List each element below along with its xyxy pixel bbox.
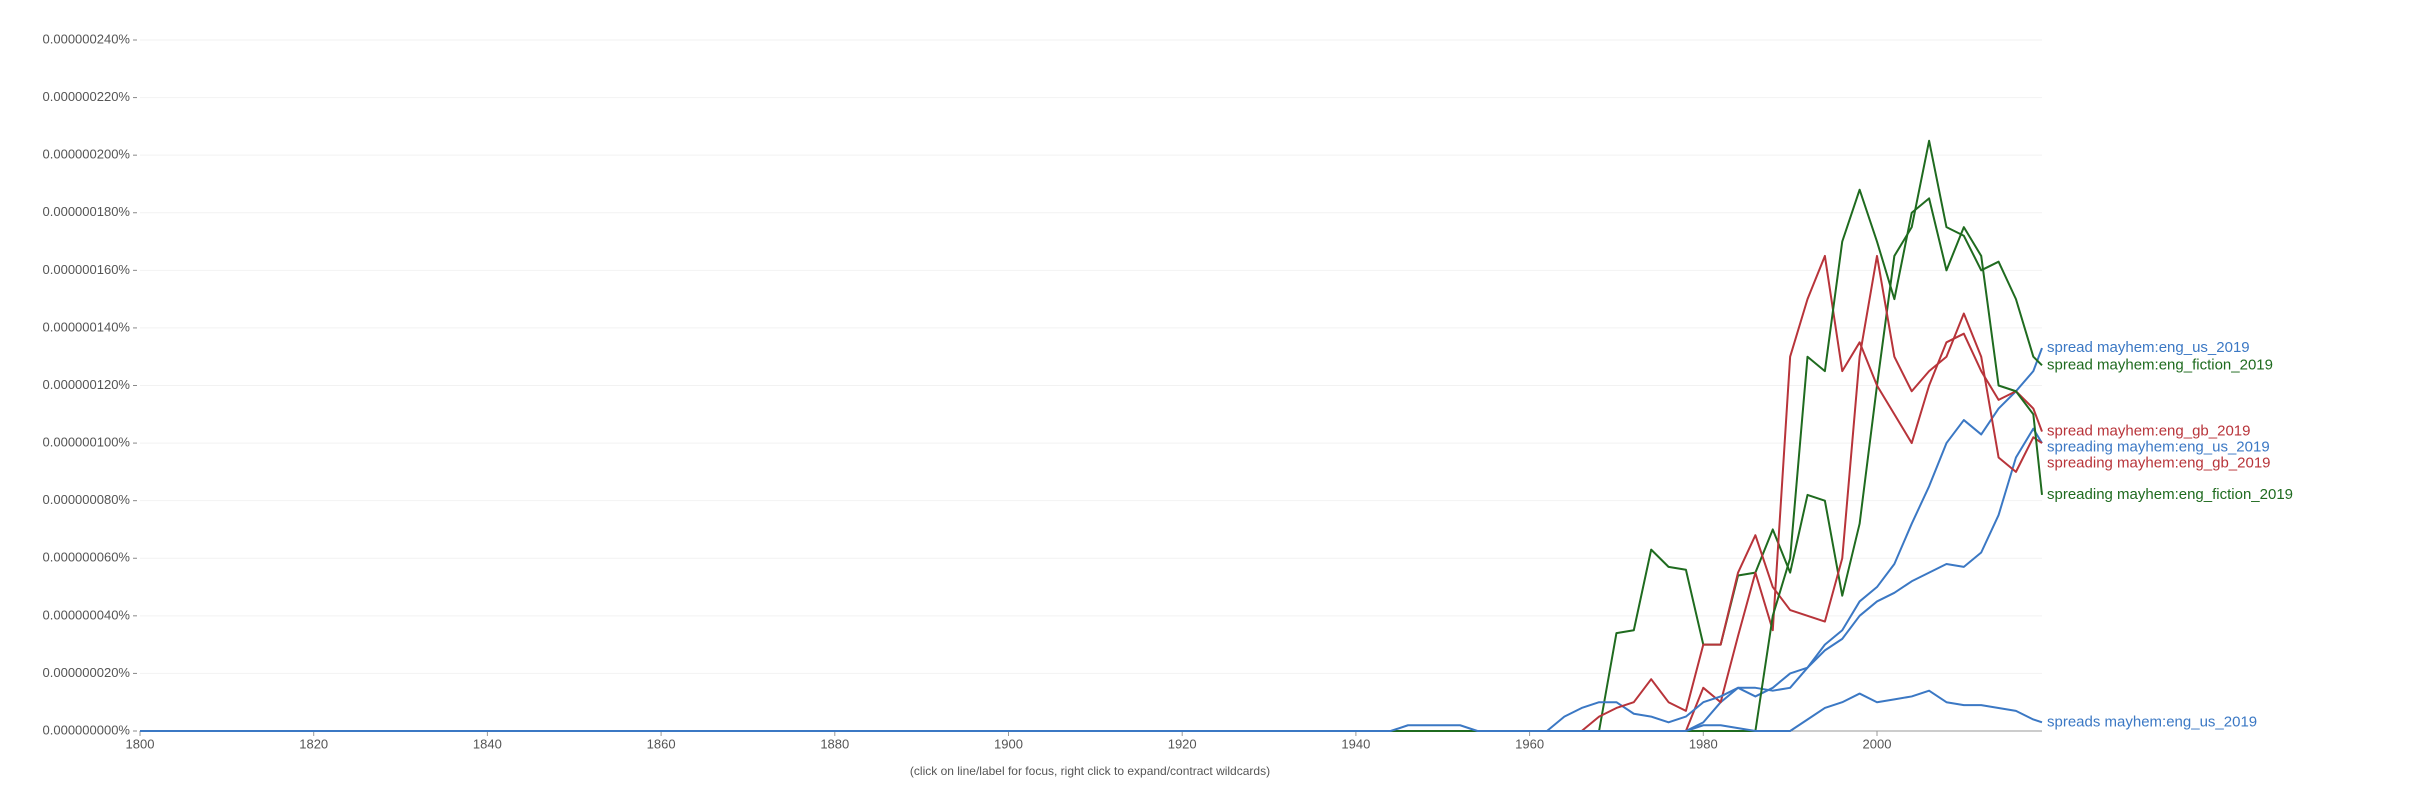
x-tick-label: 1980 (1689, 736, 1718, 751)
x-tick-label: 1880 (820, 736, 849, 751)
legend-label[interactable]: spread mayhem:eng_fiction_2019 (2047, 356, 2273, 373)
legend-label[interactable]: spreading mayhem:eng_us_2019 (2047, 439, 2270, 456)
y-tick-label: 0.000000040% (43, 607, 131, 622)
y-tick-label: 0.000000120% (43, 377, 131, 392)
y-tick-label: 0.000000100% (43, 435, 131, 450)
x-tick-label: 1800 (126, 736, 155, 751)
x-tick-label: 2000 (1863, 736, 1892, 751)
y-tick-label: 0.000000140% (43, 319, 131, 334)
legend-label[interactable]: spreads mayhem:eng_us_2019 (2047, 713, 2257, 730)
y-tick-label: 0.000000200% (43, 147, 131, 162)
legend-label[interactable]: spreading mayhem:eng_gb_2019 (2047, 455, 2271, 472)
x-tick-label: 1920 (1168, 736, 1197, 751)
legend-label[interactable]: spread mayhem:eng_gb_2019 (2047, 423, 2250, 440)
y-tick-label: 0.000000180% (43, 204, 131, 219)
y-tick-label: 0.000000000% (43, 722, 131, 737)
x-tick-label: 1860 (647, 736, 676, 751)
x-tick-label: 1840 (473, 736, 502, 751)
x-tick-label: 1900 (994, 736, 1023, 751)
x-tick-label: 1820 (299, 736, 328, 751)
series-line[interactable] (140, 188, 2043, 732)
legend-label[interactable]: spread mayhem:eng_us_2019 (2047, 339, 2250, 356)
y-tick-label: 0.000000020% (43, 665, 131, 680)
series-line[interactable] (140, 139, 2043, 732)
legend-label[interactable]: spreading mayhem:eng_fiction_2019 (2047, 486, 2293, 503)
y-tick-label: 0.000000160% (43, 262, 131, 277)
series-line[interactable] (140, 689, 2043, 732)
footnote: (click on line/label for focus, right cl… (910, 764, 1270, 778)
x-tick-label: 1960 (1515, 736, 1544, 751)
y-tick-label: 0.000000080% (43, 492, 131, 507)
series-line[interactable] (140, 254, 2043, 732)
y-tick-label: 0.000000240% (43, 31, 131, 46)
series-line[interactable] (140, 254, 2043, 732)
y-tick-label: 0.000000220% (43, 89, 131, 104)
y-tick-label: 0.000000060% (43, 550, 131, 565)
x-tick-label: 1940 (1341, 736, 1370, 751)
